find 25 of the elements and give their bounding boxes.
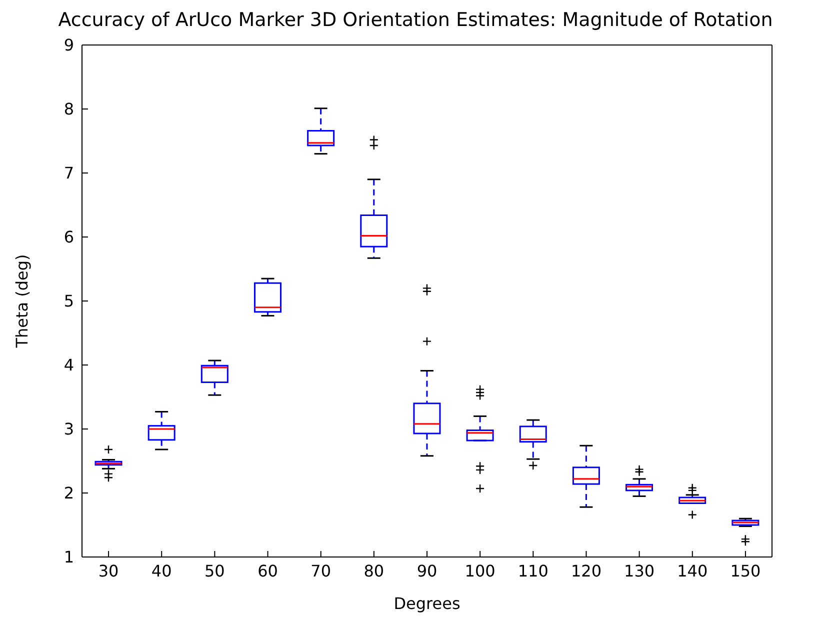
x-tick-label: 130	[624, 561, 655, 580]
x-tick-label: 30	[98, 561, 119, 580]
y-axis-title: Theta (deg)	[12, 254, 32, 349]
x-axis-title: Degrees	[394, 594, 460, 613]
y-tick-label: 1	[64, 548, 74, 567]
x-tick-label: 150	[730, 561, 761, 580]
x-tick-label: 60	[258, 561, 278, 580]
x-tick-label: 50	[204, 561, 225, 580]
x-tick-label: 80	[364, 561, 384, 580]
y-tick-label: 2	[64, 484, 74, 503]
x-tick-label: 70	[310, 561, 332, 580]
y-tick-label: 8	[64, 100, 74, 119]
y-tick-label: 9	[64, 36, 74, 55]
y-tick-label: 6	[64, 228, 74, 247]
y-tick-label: 3	[64, 420, 74, 439]
y-tick-label: 5	[64, 292, 74, 311]
x-tick-label: 120	[570, 561, 602, 580]
x-tick-label: 140	[677, 561, 708, 580]
x-tick-label: 110	[518, 561, 548, 580]
x-tick-label: 100	[464, 561, 496, 580]
y-tick-label: 4	[64, 356, 74, 375]
y-tick-label: 7	[64, 164, 74, 183]
chart-title: Accuracy of ArUco Marker 3D Orientation Estimates: Magnitude of Rotation	[57, 8, 774, 32]
x-tick-label: 90	[416, 561, 438, 580]
x-tick-label: 40	[151, 561, 172, 580]
